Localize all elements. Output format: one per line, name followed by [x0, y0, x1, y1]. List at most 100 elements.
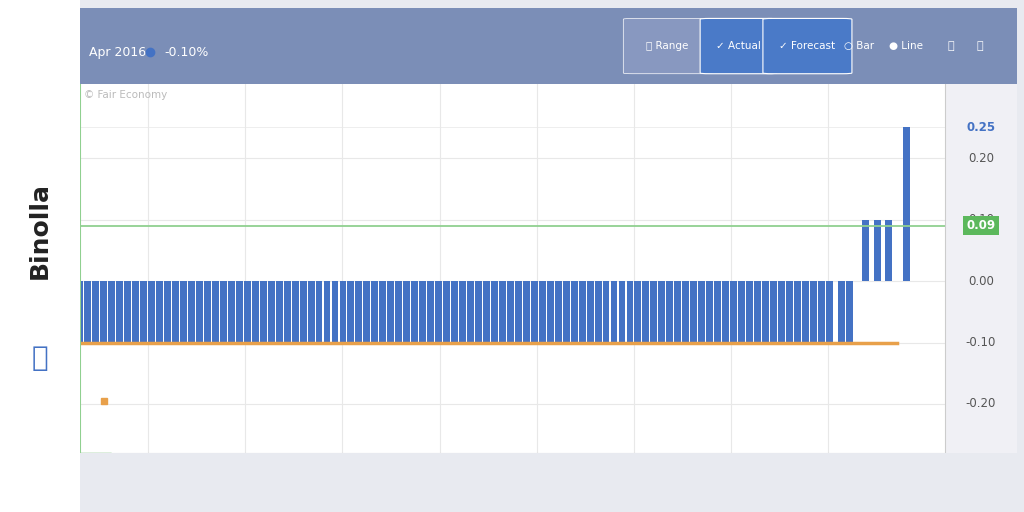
Bar: [435, 281, 442, 343]
Bar: [627, 281, 634, 343]
Text: 0.10: 0.10: [968, 213, 994, 226]
Bar: [786, 281, 793, 343]
Bar: [794, 281, 801, 343]
Bar: [675, 281, 681, 343]
Text: 🔍: 🔍: [948, 41, 954, 51]
Text: © Fair Economy: © Fair Economy: [84, 90, 168, 100]
Bar: [490, 281, 498, 343]
Bar: [292, 281, 299, 343]
Bar: [395, 281, 402, 343]
Bar: [730, 281, 737, 343]
Bar: [563, 281, 569, 343]
Bar: [252, 281, 259, 343]
Bar: [92, 281, 99, 343]
Bar: [403, 281, 411, 343]
Bar: [164, 281, 171, 343]
Bar: [84, 281, 91, 343]
Bar: [635, 281, 641, 343]
Bar: [539, 281, 546, 343]
Bar: [523, 281, 529, 343]
FancyBboxPatch shape: [700, 18, 777, 74]
Bar: [284, 281, 291, 343]
Bar: [427, 281, 434, 343]
Bar: [714, 281, 721, 343]
Bar: [204, 281, 211, 343]
Bar: [387, 281, 394, 343]
Text: 0.25: 0.25: [967, 121, 995, 134]
Bar: [412, 281, 418, 343]
Bar: [300, 281, 306, 343]
Bar: [483, 281, 489, 343]
Bar: [236, 281, 243, 343]
Text: -0.10%: -0.10%: [164, 46, 209, 59]
Bar: [754, 281, 761, 343]
Bar: [698, 281, 706, 343]
Bar: [810, 281, 817, 343]
Text: Ⓜ: Ⓜ: [32, 345, 48, 372]
Bar: [873, 220, 881, 281]
Bar: [156, 281, 163, 343]
Bar: [903, 127, 909, 281]
Bar: [419, 281, 426, 343]
Bar: [212, 281, 219, 343]
Bar: [324, 281, 331, 343]
Bar: [196, 281, 203, 343]
Bar: [602, 281, 609, 343]
Bar: [347, 281, 354, 343]
Bar: [570, 281, 578, 343]
Bar: [770, 281, 777, 343]
Bar: [862, 220, 869, 281]
Bar: [515, 281, 522, 343]
Bar: [667, 281, 673, 343]
Bar: [658, 281, 666, 343]
Bar: [109, 281, 116, 343]
Text: 🔎: 🔎: [976, 41, 983, 51]
Text: -0.20: -0.20: [966, 397, 996, 411]
Text: ✓ Forecast: ✓ Forecast: [779, 41, 835, 51]
Bar: [372, 281, 378, 343]
Bar: [267, 281, 274, 343]
Bar: [707, 281, 713, 343]
Bar: [595, 281, 601, 343]
Bar: [618, 281, 626, 343]
Bar: [475, 281, 482, 343]
Bar: [140, 281, 147, 343]
Bar: [579, 281, 586, 343]
Bar: [100, 281, 108, 343]
Text: ● Line: ● Line: [889, 41, 924, 51]
Bar: [818, 281, 824, 343]
Bar: [762, 281, 769, 343]
Bar: [722, 281, 729, 343]
Bar: [244, 281, 251, 343]
Bar: [642, 281, 649, 343]
Bar: [682, 281, 689, 343]
Bar: [507, 281, 514, 343]
Bar: [443, 281, 450, 343]
Text: -0.10: -0.10: [966, 336, 996, 349]
Bar: [77, 281, 83, 343]
Bar: [315, 281, 323, 343]
Bar: [610, 281, 617, 343]
Bar: [228, 281, 234, 343]
Bar: [499, 281, 506, 343]
Bar: [260, 281, 266, 343]
Bar: [802, 281, 809, 343]
Bar: [117, 281, 123, 343]
Text: ○ Bar: ○ Bar: [845, 41, 874, 51]
FancyBboxPatch shape: [763, 18, 852, 74]
Bar: [124, 281, 131, 343]
Text: Binolla: Binolla: [28, 182, 52, 279]
Bar: [778, 281, 784, 343]
Bar: [364, 281, 371, 343]
Text: Apr 2016: Apr 2016: [89, 46, 146, 59]
Bar: [746, 281, 753, 343]
Text: 0.09: 0.09: [967, 219, 995, 232]
Bar: [530, 281, 538, 343]
Bar: [650, 281, 657, 343]
Bar: [220, 281, 227, 343]
Bar: [188, 281, 195, 343]
Bar: [307, 281, 314, 343]
FancyBboxPatch shape: [624, 18, 713, 74]
Bar: [452, 281, 458, 343]
Bar: [459, 281, 466, 343]
